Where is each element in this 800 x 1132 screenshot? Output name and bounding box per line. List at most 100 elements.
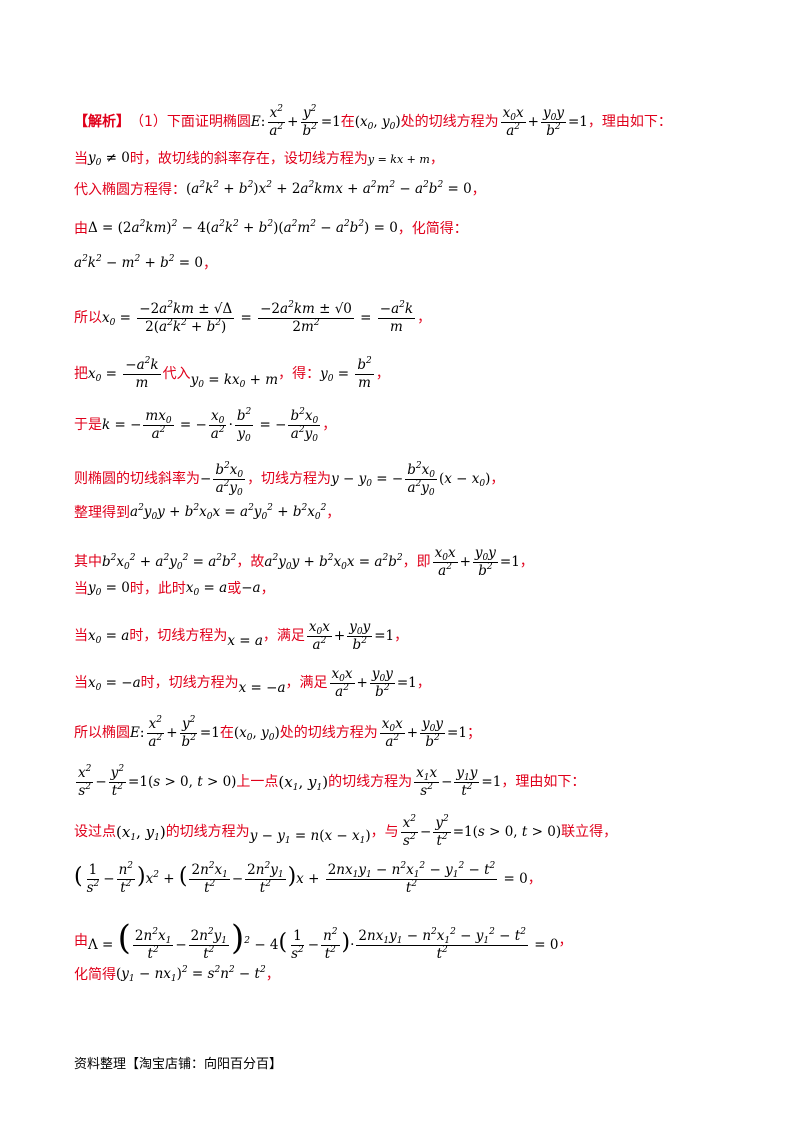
formula-hyperbola: x2 s2− y2 t2 =1(s > 0, t > 0) bbox=[76, 764, 237, 799]
text: ， bbox=[394, 628, 409, 645]
text: 在 bbox=[219, 725, 234, 742]
line-16: x2 s2− y2 t2 =1(s > 0, t > 0) 上一点 (x1, y1) 的… bbox=[74, 764, 760, 799]
text: 当 bbox=[74, 581, 88, 597]
text: 设过点 bbox=[74, 824, 116, 841]
formula: x0x a2 + y0y b2 =1 bbox=[432, 545, 520, 579]
formula: x = −a bbox=[238, 679, 286, 696]
text: 代入 bbox=[162, 366, 191, 383]
formula-discriminant: Δ = (2a2km)2 − 4(a2k2 + b2)(a2m2 − a2b2)… bbox=[88, 219, 398, 237]
text: ， bbox=[429, 151, 444, 167]
line-4: 由 Δ = (2a2km)2 − 4(a2k2 + b2)(a2m2 − a2b… bbox=[74, 219, 760, 237]
line-18: (1 s2− n2 t2)x2 + (2n2x1 t2−2n2y1 t2)x + 2nx1… bbox=[74, 861, 760, 896]
formula: y0 ≠ 0 bbox=[88, 150, 130, 169]
line-20: 化简得 (y1 − nx1)2 = s2n2 − t2 ， bbox=[74, 965, 760, 985]
text: ， bbox=[527, 871, 542, 888]
text: 把 bbox=[74, 366, 88, 383]
text: （1）下面证明椭圆 bbox=[130, 114, 251, 131]
text: ， bbox=[322, 417, 337, 434]
text: 在 bbox=[340, 114, 355, 131]
formula: a2y0y + b2x0x = a2y02 + b2x02 bbox=[130, 503, 327, 523]
text: 当 bbox=[74, 151, 88, 167]
text: ， bbox=[519, 554, 534, 571]
line-12: 当 y0 = 0 时，此时 x0 = a 或 −a ， bbox=[74, 580, 760, 599]
formula: x0 = a bbox=[88, 627, 130, 646]
formula: x0x a2 + y0y b2 =1 bbox=[329, 666, 417, 700]
text: ，化简得： bbox=[397, 221, 468, 237]
formula-quadratic: (1 s2− n2 t2)x2 + (2n2x1 t2−2n2y1 t2)x + 2nx1… bbox=[74, 861, 528, 896]
formula: x0x a2 + y0y b2 =1 bbox=[379, 716, 467, 750]
footer-text: 资料整理【淘宝店铺：向阳百分百】 bbox=[74, 1057, 283, 1072]
formula: b2x02 + a2y02 = a2b2 bbox=[102, 552, 237, 572]
text: 时，切线方程为 bbox=[140, 675, 239, 692]
line-10: 整理得到 a2y0y + b2x0x = a2y02 + b2x02 ， bbox=[74, 503, 760, 523]
formula: x0 = −a bbox=[88, 674, 141, 693]
line-9: 则椭圆的切线斜率为 − b2x0 a2y0 ，切线方程为 y − y0 = − b2x… bbox=[74, 461, 760, 498]
text: ，满足 bbox=[262, 628, 305, 645]
line-1: 【解析】 （1）下面证明椭圆 E: x2 a2 + y2 b2 =1 在 (x0, y0) … bbox=[74, 104, 760, 139]
formula: (x1, y1) bbox=[116, 822, 166, 843]
formula: x = a bbox=[227, 632, 263, 649]
text: 的切线方程为 bbox=[328, 774, 413, 791]
text: 则椭圆的切线斜率为 bbox=[74, 471, 200, 488]
line-15: 所以椭圆 E: x2 a2 + y2 b2 =1 在 (x0, y0) 处的切线方程为 x0… bbox=[74, 715, 760, 750]
formula-point: (x0, y0) bbox=[354, 113, 401, 132]
formula: x2 s2− y2 t2 =1(s > 0, t > 0) bbox=[400, 814, 562, 849]
text: 其中 bbox=[74, 554, 102, 571]
text: 处的切线方程为 bbox=[279, 725, 378, 742]
line-14: 当 x0 = −a 时，切线方程为 x = −a ，满足 x0x a2 + y0y b2… bbox=[74, 667, 760, 700]
text: 当 bbox=[74, 628, 88, 645]
text: ，与 bbox=[370, 824, 399, 841]
formula: −a bbox=[241, 580, 261, 597]
text: 所以 bbox=[74, 310, 102, 327]
text: 的切线方程为 bbox=[165, 824, 250, 841]
text: ， bbox=[417, 310, 432, 327]
text: 当 bbox=[74, 675, 88, 692]
text: 代入椭圆方程得： bbox=[74, 182, 186, 198]
formula: a2k2 − m2 + b2 = 0 bbox=[74, 254, 203, 272]
formula: y − y0 = − b2x0 a2y0 (x − x0) bbox=[331, 461, 491, 498]
text: 时，此时 bbox=[129, 581, 186, 597]
line-13: 当 x0 = a 时，切线方程为 x = a ，满足 x0x a2 + y0y b2 =1… bbox=[74, 620, 760, 653]
analysis-label: 【解析】 bbox=[74, 114, 130, 131]
text: ， bbox=[558, 933, 573, 950]
text: ，切线方程为 bbox=[247, 471, 332, 488]
text: ，理由如下： bbox=[501, 774, 586, 791]
formula: y = kx + m bbox=[367, 152, 430, 166]
line-5: a2k2 − m2 + b2 = 0 ， bbox=[74, 254, 760, 272]
line-17: 设过点 (x1, y1) 的切线方程为 y − y1 = n(x − x1) ，… bbox=[74, 814, 760, 849]
text: 时，故切线的斜率存在，设切线方程为 bbox=[129, 151, 368, 167]
formula: y0 = kx0 + m bbox=[190, 371, 279, 390]
text: ， bbox=[202, 256, 217, 272]
text: 于是 bbox=[74, 417, 102, 434]
formula: x0 = a bbox=[185, 580, 228, 599]
text: 时，切线方程为 bbox=[129, 628, 228, 645]
text: 处的切线方程为 bbox=[400, 114, 499, 131]
line-2: 当 y0 ≠ 0 时，故切线的斜率存在，设切线方程为 y = kx + m ， bbox=[74, 150, 760, 169]
formula: y0 = b2 m bbox=[320, 356, 374, 391]
text: 或 bbox=[227, 581, 242, 597]
line-6: 所以 x0 = −2a2km ± √Δ 2(a2k2 + b2) = −2a2km… bbox=[74, 301, 760, 335]
formula: x0 = −a2k m bbox=[88, 356, 161, 391]
text: 所以椭圆 bbox=[74, 725, 130, 742]
text: ，理由如下： bbox=[587, 114, 672, 131]
formula: (x0, y0) bbox=[233, 724, 280, 743]
formula-lambda: Λ = (2n2x1 t2−2n2y1 t2)2 − 4(1 s2− n2 t2)· 2nx… bbox=[88, 918, 559, 962]
formula: (y1 − nx1)2 = s2n2 − t2 bbox=[116, 965, 266, 985]
text: 上一点 bbox=[236, 774, 279, 791]
line-3: 代入椭圆方程得： (a2k2 + b2)x2 + 2a2kmx + a2m2 −… bbox=[74, 181, 760, 198]
text: ，得： bbox=[278, 366, 321, 383]
formula: E: x2 a2 + y2 b2 =1 bbox=[130, 715, 220, 750]
formula: (x1, y1) bbox=[278, 772, 329, 793]
formula: y0 = 0 bbox=[88, 580, 130, 599]
text: ， bbox=[490, 471, 505, 488]
text: 联立得， bbox=[561, 824, 618, 841]
text: ，故 bbox=[236, 554, 265, 571]
text: 整理得到 bbox=[74, 505, 130, 521]
formula-ellipse: E: x2 a2 + y2 b2 =1 bbox=[250, 104, 341, 139]
text: ； bbox=[466, 725, 481, 742]
text: 由 bbox=[74, 221, 88, 237]
text: ， bbox=[416, 675, 431, 692]
formula: x0x a2 + y0y b2 =1 bbox=[306, 619, 395, 653]
text: ，即 bbox=[402, 554, 431, 571]
formula: x1x s2− y1y t2 =1 bbox=[414, 765, 502, 799]
